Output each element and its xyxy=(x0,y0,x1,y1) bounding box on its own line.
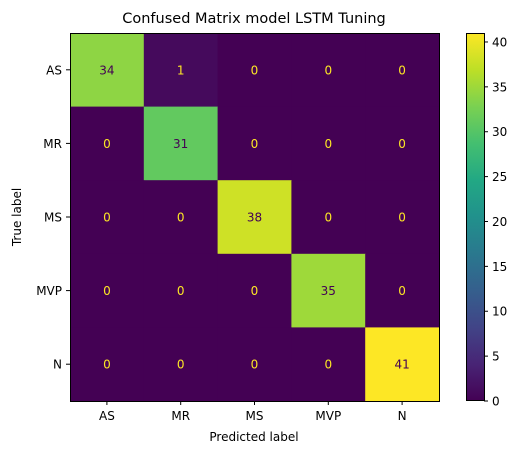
cell-value-label: 0 xyxy=(103,211,111,225)
y-axis: AS MR MS MVP N xyxy=(36,63,70,372)
heatmap-cell xyxy=(143,33,219,108)
y-tick-label: MS xyxy=(44,211,62,225)
x-axis-label: Predicted label xyxy=(209,430,298,444)
colorbar-tick-label: 20 xyxy=(492,215,507,229)
cell-value-label: 0 xyxy=(103,284,111,298)
y-tick-label: MR xyxy=(43,137,62,151)
cell-value-label: 0 xyxy=(177,358,185,372)
heatmap-cell xyxy=(217,253,292,328)
heatmap-cell xyxy=(365,33,440,108)
heatmap-cell xyxy=(70,180,145,255)
colorbar-tick-label: 5 xyxy=(492,350,500,364)
cell-value-label: 0 xyxy=(324,137,332,151)
heatmap-cell xyxy=(365,106,440,181)
heatmap-cell xyxy=(143,327,219,402)
cell-value-label: 35 xyxy=(321,284,336,298)
cell-value-label: 0 xyxy=(398,284,406,298)
heatmap-cell xyxy=(217,327,292,402)
x-axis: AS MR MS MVP N xyxy=(99,401,407,423)
y-tick-label: AS xyxy=(46,63,62,77)
cell-value-label: 0 xyxy=(103,137,111,151)
cell-value-label: 0 xyxy=(324,211,332,225)
cell-value-label: 0 xyxy=(251,63,259,77)
heatmap-cell xyxy=(143,106,219,181)
cell-value-label: 0 xyxy=(398,63,406,77)
heatmap-cell xyxy=(291,33,366,108)
cell-value-label: 0 xyxy=(177,284,185,298)
colorbar xyxy=(466,33,484,401)
colorbar-axis: 0 5 10 15 20 25 30 35 40 xyxy=(484,35,507,409)
heatmap-cell xyxy=(365,180,440,255)
cell-value-label: 1 xyxy=(177,63,185,77)
heatmap-cell xyxy=(365,327,440,402)
colorbar-tick-label: 0 xyxy=(492,395,500,409)
heatmap-cell xyxy=(70,253,145,328)
cell-value-label: 31 xyxy=(173,137,188,151)
cell-value-label: 0 xyxy=(251,284,259,298)
chart-title: Confused Matrix model LSTM Tuning xyxy=(122,11,386,27)
cell-value-label: 0 xyxy=(324,63,332,77)
cell-value-label: 0 xyxy=(103,358,111,372)
heatmap-cell xyxy=(291,253,366,328)
heatmap-cell xyxy=(143,180,219,255)
heatmap-cell xyxy=(217,33,292,108)
cell-value-label: 0 xyxy=(324,358,332,372)
heatmap-cell xyxy=(143,253,219,328)
x-tick-label: MS xyxy=(246,409,264,423)
cell-value-label: 0 xyxy=(177,211,185,225)
y-axis-label: True label xyxy=(10,188,24,247)
cell-value-label: 0 xyxy=(251,137,259,151)
cell-value-label: 34 xyxy=(99,63,114,77)
cell-value-label: 0 xyxy=(398,211,406,225)
cell-value-label: 38 xyxy=(247,211,262,225)
heatmap-cell xyxy=(70,327,145,402)
colorbar-tick-label: 15 xyxy=(492,260,507,274)
heatmap-cell-labels: 34 1 0 0 0 0 31 0 0 0 0 0 38 0 0 0 0 0 35 0 0 0 0 0 41 xyxy=(99,63,409,371)
heatmap-cell xyxy=(217,180,292,255)
heatmap-cells xyxy=(70,33,440,402)
cell-value-label: 0 xyxy=(398,137,406,151)
heatmap-cell xyxy=(70,106,145,181)
y-tick-label: MVP xyxy=(36,284,62,298)
colorbar-frame xyxy=(466,33,485,401)
cell-value-label: 0 xyxy=(251,358,259,372)
heatmap-cell xyxy=(291,180,366,255)
y-tick-label: N xyxy=(53,358,62,372)
heatmap-cell xyxy=(217,106,292,181)
heatmap-cell xyxy=(291,106,366,181)
colorbar-tick-label: 10 xyxy=(492,305,507,319)
heatmap-cell xyxy=(291,327,366,402)
x-tick-label: N xyxy=(398,409,407,423)
heatmap-cell xyxy=(365,253,440,328)
cell-value-label: 41 xyxy=(394,358,409,372)
colorbar-tick-label: 25 xyxy=(492,170,507,184)
heatmap-cell xyxy=(70,33,145,108)
x-tick-label: MR xyxy=(171,409,190,423)
colorbar-tick-label: 30 xyxy=(492,125,507,139)
colorbar-tick-label: 35 xyxy=(492,80,507,94)
x-tick-label: AS xyxy=(99,409,115,423)
x-tick-label: MVP xyxy=(315,409,341,423)
colorbar-tick-label: 40 xyxy=(492,35,507,49)
